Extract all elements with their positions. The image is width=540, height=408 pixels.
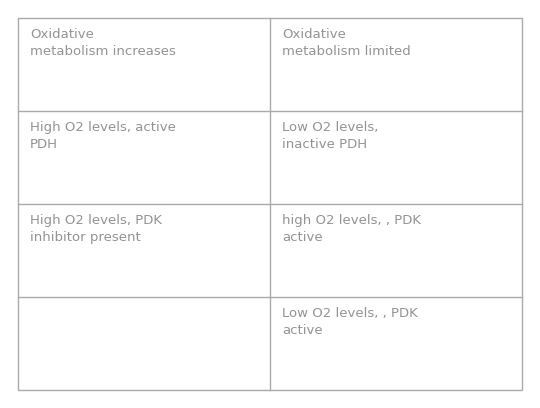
Text: High O2 levels, active
PDH: High O2 levels, active PDH bbox=[30, 121, 176, 151]
Text: High O2 levels, PDK
inhibitor present: High O2 levels, PDK inhibitor present bbox=[30, 214, 162, 244]
Text: Low O2 levels, , PDK
active: Low O2 levels, , PDK active bbox=[282, 307, 418, 337]
Text: high O2 levels, , PDK
active: high O2 levels, , PDK active bbox=[282, 214, 421, 244]
Text: Oxidative
metabolism limited: Oxidative metabolism limited bbox=[282, 28, 411, 58]
Text: Oxidative
metabolism increases: Oxidative metabolism increases bbox=[30, 28, 176, 58]
Text: Low O2 levels,
inactive PDH: Low O2 levels, inactive PDH bbox=[282, 121, 379, 151]
